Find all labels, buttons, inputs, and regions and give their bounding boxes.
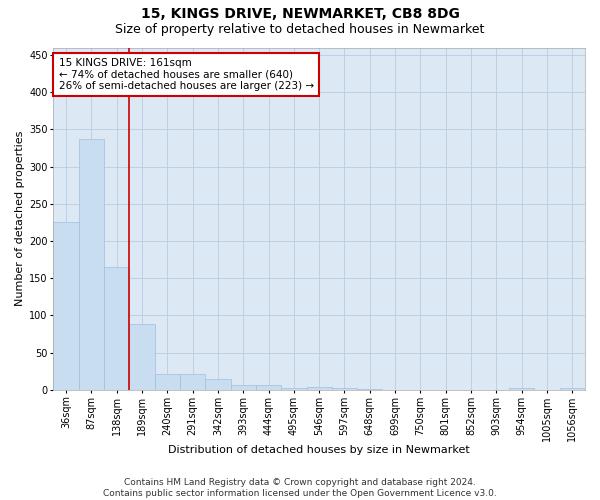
Bar [307,387,332,390]
Bar [281,388,307,390]
Text: Contains HM Land Registry data © Crown copyright and database right 2024.
Contai: Contains HM Land Registry data © Crown c… [103,478,497,498]
Bar [332,388,357,390]
Bar [509,388,535,390]
Bar [53,222,79,390]
Text: 15 KINGS DRIVE: 161sqm
← 74% of detached houses are smaller (640)
26% of semi-de: 15 KINGS DRIVE: 161sqm ← 74% of detached… [59,58,314,91]
Text: Size of property relative to detached houses in Newmarket: Size of property relative to detached ho… [115,22,485,36]
Bar [230,384,256,390]
Bar [129,324,155,390]
X-axis label: Distribution of detached houses by size in Newmarket: Distribution of detached houses by size … [168,445,470,455]
Bar [180,374,205,390]
Y-axis label: Number of detached properties: Number of detached properties [15,131,25,306]
Bar [560,388,585,390]
Bar [79,139,104,390]
Text: 15, KINGS DRIVE, NEWMARKET, CB8 8DG: 15, KINGS DRIVE, NEWMARKET, CB8 8DG [140,8,460,22]
Bar [104,267,129,390]
Bar [155,374,180,390]
Bar [357,389,382,390]
Bar [205,378,230,390]
Bar [256,386,281,390]
